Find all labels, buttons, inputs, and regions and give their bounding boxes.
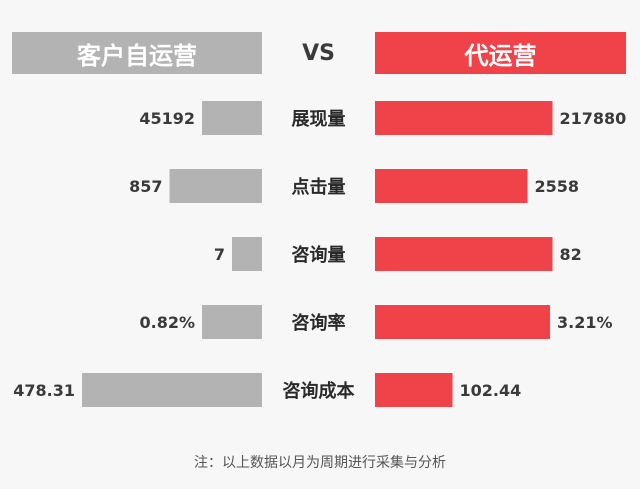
left-value-label: 7 [214, 245, 225, 264]
right-header: 代运营 [375, 32, 626, 74]
category-label: 展现量 [292, 108, 346, 130]
left-value-label: 45192 [139, 109, 195, 128]
left-bar [232, 237, 262, 271]
left-bar [202, 305, 262, 339]
left-bar [82, 373, 262, 407]
left-bar [202, 101, 262, 135]
right-bar [375, 169, 528, 203]
right-bar [375, 305, 550, 339]
category-label: 点击量 [292, 176, 346, 198]
left-bar [169, 169, 262, 203]
right-bar [375, 237, 553, 271]
left-header: 客户自运营 [12, 32, 262, 74]
right-value-label: 3.21% [557, 313, 613, 332]
category-label: 咨询成本 [283, 380, 355, 402]
right-bar [375, 373, 453, 407]
left-value-label: 857 [129, 177, 162, 196]
right-value-label: 2558 [535, 177, 580, 196]
right-value-label: 82 [560, 245, 582, 264]
category-label: 咨询量 [292, 244, 346, 266]
category-label: 咨询率 [292, 312, 346, 334]
right-value-label: 217880 [560, 109, 627, 128]
right-bar [375, 101, 553, 135]
footnote: 注：以上数据以月为周期进行采集与分析 [194, 455, 446, 471]
right-value-label: 102.44 [460, 381, 522, 400]
left-value-label: 0.82% [139, 313, 195, 332]
vs-label: VS [302, 40, 335, 66]
left-value-label: 478.31 [13, 381, 75, 400]
